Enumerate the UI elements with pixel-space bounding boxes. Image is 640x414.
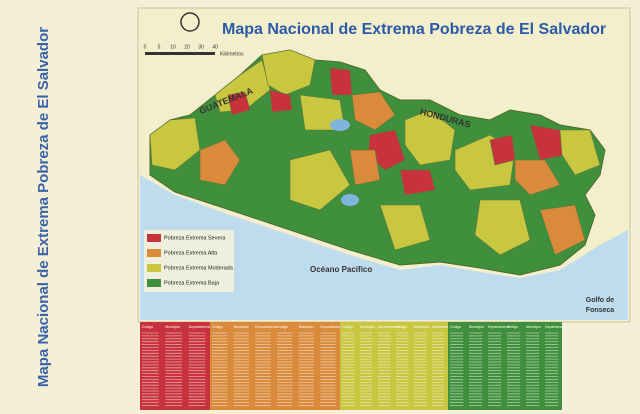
table-header: Municipio	[469, 325, 484, 329]
legend-swatch	[147, 249, 161, 257]
ocean-label: Océano Pacífico	[310, 265, 372, 274]
logo	[180, 12, 200, 32]
scale-tick: 30	[198, 44, 204, 50]
map-title: Mapa Nacional de Extrema Pobreza de El S…	[222, 21, 606, 38]
table-header: Municipio	[165, 325, 180, 329]
region	[514, 159, 561, 196]
table-header: Código	[277, 325, 288, 329]
tables: Código Municipio Departamento Código Municip…	[140, 322, 567, 410]
legend-label: Pobreza Extrema Baja	[164, 280, 220, 286]
table-header: Departamento	[378, 325, 400, 329]
region	[269, 89, 293, 113]
table-header: Municipio	[360, 325, 375, 329]
region	[261, 49, 316, 96]
regions	[149, 49, 601, 256]
region	[474, 199, 531, 256]
legend-swatch	[147, 279, 161, 287]
side-title: Mapa Nacional de Extrema Pobreza de El S…	[35, 27, 52, 387]
table-header: Departamento	[488, 325, 510, 329]
table-header: Municipio	[299, 325, 314, 329]
table-block	[210, 322, 340, 410]
legend-swatch	[147, 234, 161, 242]
table-header: Municipio	[414, 325, 429, 329]
table-header: Departamento	[545, 325, 567, 329]
scale-unit: Kilómetros	[220, 51, 244, 57]
legend-label: Pobreza Extrema Severa	[164, 235, 226, 241]
table-header: Departamento	[189, 325, 211, 329]
legend-label: Pobreza Extrema Moderada	[164, 265, 234, 271]
region	[559, 129, 601, 176]
table-block	[140, 322, 210, 410]
gulf-label: Fonseca	[586, 307, 615, 314]
region	[379, 204, 431, 251]
table-header: Código	[450, 325, 461, 329]
region	[199, 139, 241, 186]
table-block	[340, 322, 448, 410]
scale-tick: 5	[158, 44, 161, 50]
table-header: Municipio	[234, 325, 249, 329]
table-header: Código	[342, 325, 353, 329]
region	[289, 149, 351, 211]
region	[227, 91, 251, 116]
scale-bar	[145, 52, 215, 55]
region	[349, 149, 381, 186]
lake	[341, 194, 359, 206]
scale-tick: 0	[144, 44, 147, 50]
scale-tick: 10	[170, 44, 176, 50]
table-header: Código	[212, 325, 223, 329]
table-header: Código	[396, 325, 407, 329]
scale: 0 5 10 20 30 40	[144, 44, 218, 50]
gulf-label: Golfo de	[586, 297, 614, 304]
legend: Pobreza Extrema Severa Pobreza Extrema Al…	[147, 234, 234, 287]
region	[539, 204, 586, 256]
region	[404, 109, 456, 166]
table-header: Código	[507, 325, 518, 329]
legend-swatch	[147, 264, 161, 272]
table-block	[448, 322, 562, 410]
lake	[330, 119, 350, 131]
region	[351, 91, 396, 131]
table-header: Departamento	[320, 325, 342, 329]
table-header: Municipio	[526, 325, 541, 329]
region	[329, 67, 353, 96]
table-header: Departamento	[255, 325, 277, 329]
scale-tick: 40	[212, 44, 218, 50]
table-header: Código	[142, 325, 153, 329]
scale-tick: 20	[184, 44, 190, 50]
region	[399, 169, 436, 196]
ocean	[140, 175, 628, 320]
table-header: Departamento	[432, 325, 454, 329]
legend-label: Pobreza Extrema Alta	[164, 250, 218, 256]
